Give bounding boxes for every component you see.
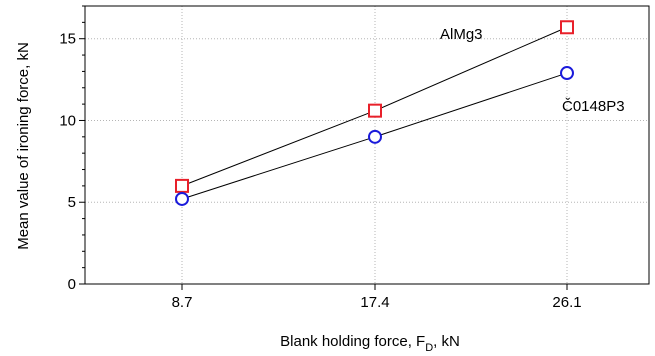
series-label-almg3: AlMg3 <box>440 26 483 43</box>
y-tick-label: 15 <box>59 31 76 48</box>
grid <box>85 6 649 284</box>
x-axis-label-subscript: D <box>425 342 433 354</box>
y-tick-label: 5 <box>68 194 76 211</box>
x-axis-label-main: Blank holding force, F <box>280 333 425 350</box>
plot-area <box>84 5 650 285</box>
x-axis-label-suffix: , kN <box>433 333 460 350</box>
x-tick-label: 26.1 <box>552 294 581 311</box>
y-tick-label: 10 <box>59 112 76 129</box>
axes: 0 5 10 15 8.7 17.4 26.1 <box>59 5 582 311</box>
x-tick-label: 17.4 <box>360 294 389 311</box>
data-point-square <box>560 20 574 35</box>
x-axis-label: Blank holding force, FD, kN <box>280 333 460 354</box>
series-labels: AlMg3 Č0148P3 <box>440 26 625 115</box>
data-point-circle <box>560 66 574 81</box>
y-tick-label: 0 <box>68 276 76 293</box>
y-axis-label: Mean value of ironing force, kN <box>15 42 32 250</box>
data-point-circle <box>175 191 189 206</box>
data-point-square <box>368 103 382 118</box>
series-label-c0148p3: Č0148P3 <box>562 98 625 115</box>
data-point-square <box>175 178 189 193</box>
data-point-circle <box>368 129 382 144</box>
series-group <box>175 20 574 206</box>
x-tick-label: 8.7 <box>172 294 193 311</box>
